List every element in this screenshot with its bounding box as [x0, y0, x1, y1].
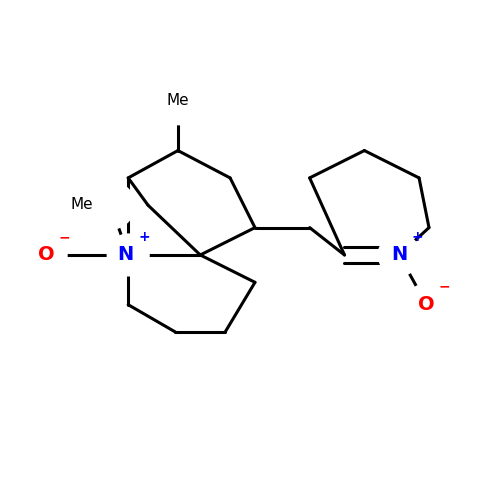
Circle shape	[406, 284, 448, 326]
Circle shape	[108, 234, 149, 276]
Circle shape	[26, 234, 67, 276]
Circle shape	[87, 182, 134, 229]
Text: −: −	[58, 230, 70, 244]
Text: −: −	[439, 280, 450, 294]
Text: +: +	[412, 230, 423, 244]
Text: Me: Me	[71, 197, 94, 212]
Text: +: +	[138, 230, 150, 244]
Circle shape	[378, 234, 420, 276]
Circle shape	[154, 77, 202, 124]
Text: N: N	[118, 246, 134, 264]
Text: N: N	[391, 246, 407, 264]
Text: O: O	[38, 246, 54, 264]
Text: O: O	[418, 295, 435, 314]
Text: Me: Me	[166, 94, 189, 108]
